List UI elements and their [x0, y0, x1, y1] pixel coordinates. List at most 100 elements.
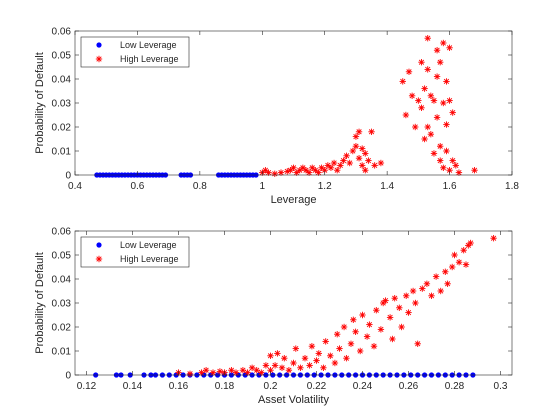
data-point-high-leverage	[267, 352, 274, 359]
data-point-high-leverage	[253, 367, 260, 374]
x-axis-label: Leverage	[271, 194, 317, 206]
data-point-high-leverage	[391, 295, 398, 302]
data-point-high-leverage	[359, 311, 366, 319]
data-point-high-leverage	[437, 157, 444, 164]
x-tick-label: 0.14	[123, 381, 143, 392]
data-point-high-leverage	[412, 299, 419, 307]
x-tick-label: 0.26	[399, 381, 419, 392]
y-tick-label: 0	[65, 371, 71, 382]
data-point-high-leverage	[358, 162, 366, 169]
data-point-high-leverage	[462, 261, 470, 268]
data-point-high-leverage	[186, 370, 194, 377]
data-point-high-leverage	[363, 333, 371, 340]
data-point-high-leverage	[373, 307, 380, 314]
data-marks	[93, 235, 497, 378]
data-point-high-leverage	[355, 155, 363, 162]
y-tick-label: 0	[65, 171, 71, 182]
data-point-high-leverage	[352, 143, 360, 150]
y-tick-label: 0.02	[52, 123, 72, 134]
data-point-high-leverage	[437, 143, 444, 150]
data-point-high-leverage	[415, 97, 422, 104]
data-point-high-leverage	[350, 316, 357, 323]
data-point-high-leverage	[340, 157, 347, 164]
data-point-high-leverage	[244, 369, 251, 376]
x-tick-label: 0.24	[353, 381, 373, 392]
data-point-high-leverage	[336, 345, 343, 352]
data-point-high-leverage	[424, 66, 431, 73]
legend-label-low-leverage: Low Leverage	[120, 40, 177, 50]
y-tick-label: 0.06	[52, 227, 72, 238]
leverage-chart: 0.4 0.6 0.8 1 1.2 1.4 1.6 1.8 0 0.01 0.02 0.03 0.04…	[34, 27, 519, 207]
data-point-high-leverage	[399, 78, 406, 85]
data-point-high-leverage	[490, 235, 497, 242]
data-point-high-leverage	[370, 343, 378, 350]
data-point-high-leverage	[331, 359, 339, 367]
data-point-high-leverage	[460, 247, 467, 254]
data-point-high-leverage	[371, 162, 378, 169]
data-point-high-leverage	[330, 159, 338, 167]
data-point-high-leverage	[271, 362, 279, 369]
data-point-high-leverage	[334, 167, 341, 174]
data-point-high-leverage	[440, 99, 447, 107]
data-point-high-leverage	[334, 331, 341, 338]
data-point-high-leverage	[346, 159, 353, 167]
data-point-high-leverage	[285, 367, 293, 374]
y-tick-label: 0.05	[52, 251, 72, 262]
data-point-high-leverage	[352, 133, 360, 140]
data-point-high-leverage	[327, 164, 335, 171]
data-point-high-leverage	[315, 350, 322, 357]
data-point-high-leverage	[419, 285, 426, 292]
data-point-high-leverage	[418, 59, 425, 66]
data-point-high-leverage	[216, 368, 224, 375]
data-point-high-leverage	[467, 239, 474, 247]
data-point-high-leverage	[290, 359, 297, 367]
y-tick-label: 0.02	[52, 323, 72, 334]
data-point-high-leverage	[292, 345, 299, 352]
x-tick-label: 1.4	[380, 181, 394, 192]
x-axis: 0.12 0.14 0.16 0.18 0.2 0.22 0.24 0.26 0.28 0.3	[77, 231, 508, 392]
data-point-high-leverage	[414, 340, 421, 347]
data-point-high-leverage	[446, 44, 453, 51]
data-point-high-leverage	[443, 121, 450, 128]
data-point-high-leverage	[355, 128, 363, 135]
data-point-high-leverage	[449, 263, 456, 271]
data-point-high-leverage	[343, 152, 350, 159]
x-tick-label: 0.4	[68, 181, 82, 192]
data-point-high-leverage	[423, 280, 431, 287]
y-tick-label: 0.05	[52, 51, 72, 62]
y-tick-label: 0.04	[52, 75, 72, 86]
data-point-high-leverage	[386, 314, 394, 321]
y-tick-label: 0.01	[52, 147, 72, 158]
data-point-high-leverage	[366, 321, 373, 328]
data-point-high-leverage	[405, 309, 412, 316]
data-point-high-leverage	[274, 350, 281, 357]
legend-marker-low-leverage	[96, 42, 102, 48]
x-tick-label: 0.18	[215, 381, 235, 392]
data-point-high-leverage	[402, 111, 410, 119]
data-point-high-leverage	[377, 326, 385, 333]
data-point-high-leverage	[232, 369, 240, 376]
data-point-high-leverage	[405, 68, 413, 75]
data-point-high-leverage	[362, 167, 369, 174]
data-point-high-leverage	[308, 343, 316, 350]
data-point-high-leverage	[357, 347, 364, 355]
data-point-high-leverage	[446, 97, 453, 104]
legend-label-low-leverage: Low Leverage	[120, 240, 177, 250]
data-point-high-leverage	[301, 355, 309, 362]
data-point-high-leverage	[409, 287, 417, 295]
y-tick-label: 0.01	[52, 347, 72, 358]
data-point-high-leverage	[449, 109, 456, 116]
asset-volatility-chart: 0.12 0.14 0.16 0.18 0.2 0.22 0.24 0.26 0.28 0.3 0…	[34, 227, 513, 406]
data-point-high-leverage	[340, 323, 348, 331]
data-point-high-leverage	[430, 150, 438, 157]
data-point-high-leverage	[428, 292, 435, 299]
data-point-high-leverage	[337, 162, 344, 169]
y-axis-label: Probability of Default	[34, 52, 46, 154]
data-point-high-leverage	[444, 280, 451, 287]
data-point-high-leverage	[362, 150, 369, 157]
data-point-high-leverage	[433, 47, 441, 54]
data-point-high-leverage	[418, 104, 425, 111]
x-tick-label: 0.28	[445, 381, 465, 392]
data-point-high-leverage	[421, 135, 428, 143]
